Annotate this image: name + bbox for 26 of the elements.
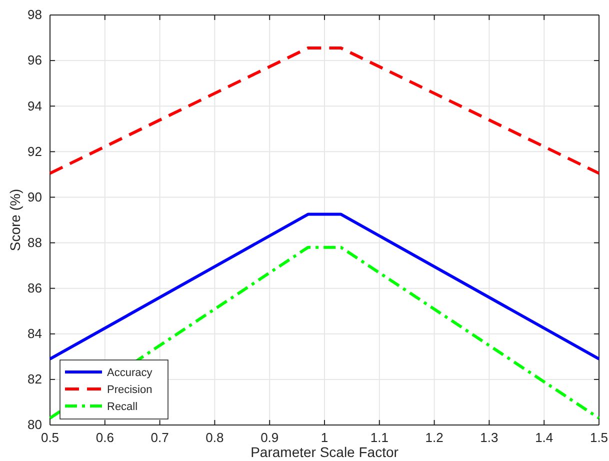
x-tick-label: 1.1 [370, 430, 388, 446]
y-tick-label: 84 [28, 326, 42, 342]
y-tick-label: 94 [28, 98, 42, 114]
x-tick-label: 1.4 [535, 430, 554, 446]
y-tick-label: 80 [28, 417, 42, 432]
x-tick-label: 0.7 [150, 430, 169, 446]
legend-label: Precision [107, 384, 152, 396]
y-tick-label: 82 [28, 372, 42, 387]
y-tick-label: 90 [28, 189, 42, 204]
x-tick-label: 1 [320, 430, 328, 446]
y-tick-label: 92 [28, 144, 42, 159]
x-tick-label: 0.5 [40, 430, 60, 446]
x-tick-label: 1.5 [590, 430, 608, 446]
legend-label: Recall [107, 401, 138, 413]
x-tick-label: 0.9 [260, 430, 279, 446]
x-tick-label: 1.3 [480, 430, 498, 446]
y-tick-label: 88 [28, 234, 42, 250]
x-axis-title: Parameter Scale Factor [250, 444, 399, 460]
x-tick-label: 1.2 [425, 430, 444, 446]
y-axis-title: Score (%) [7, 188, 23, 252]
y-tick-label: 96 [28, 52, 42, 68]
x-tick-label: 0.8 [206, 430, 224, 446]
legend-label: Accuracy [107, 367, 153, 379]
y-tick-label: 98 [28, 7, 42, 22]
y-tick-label: 86 [28, 280, 42, 296]
x-tick-label: 0.6 [96, 430, 114, 446]
